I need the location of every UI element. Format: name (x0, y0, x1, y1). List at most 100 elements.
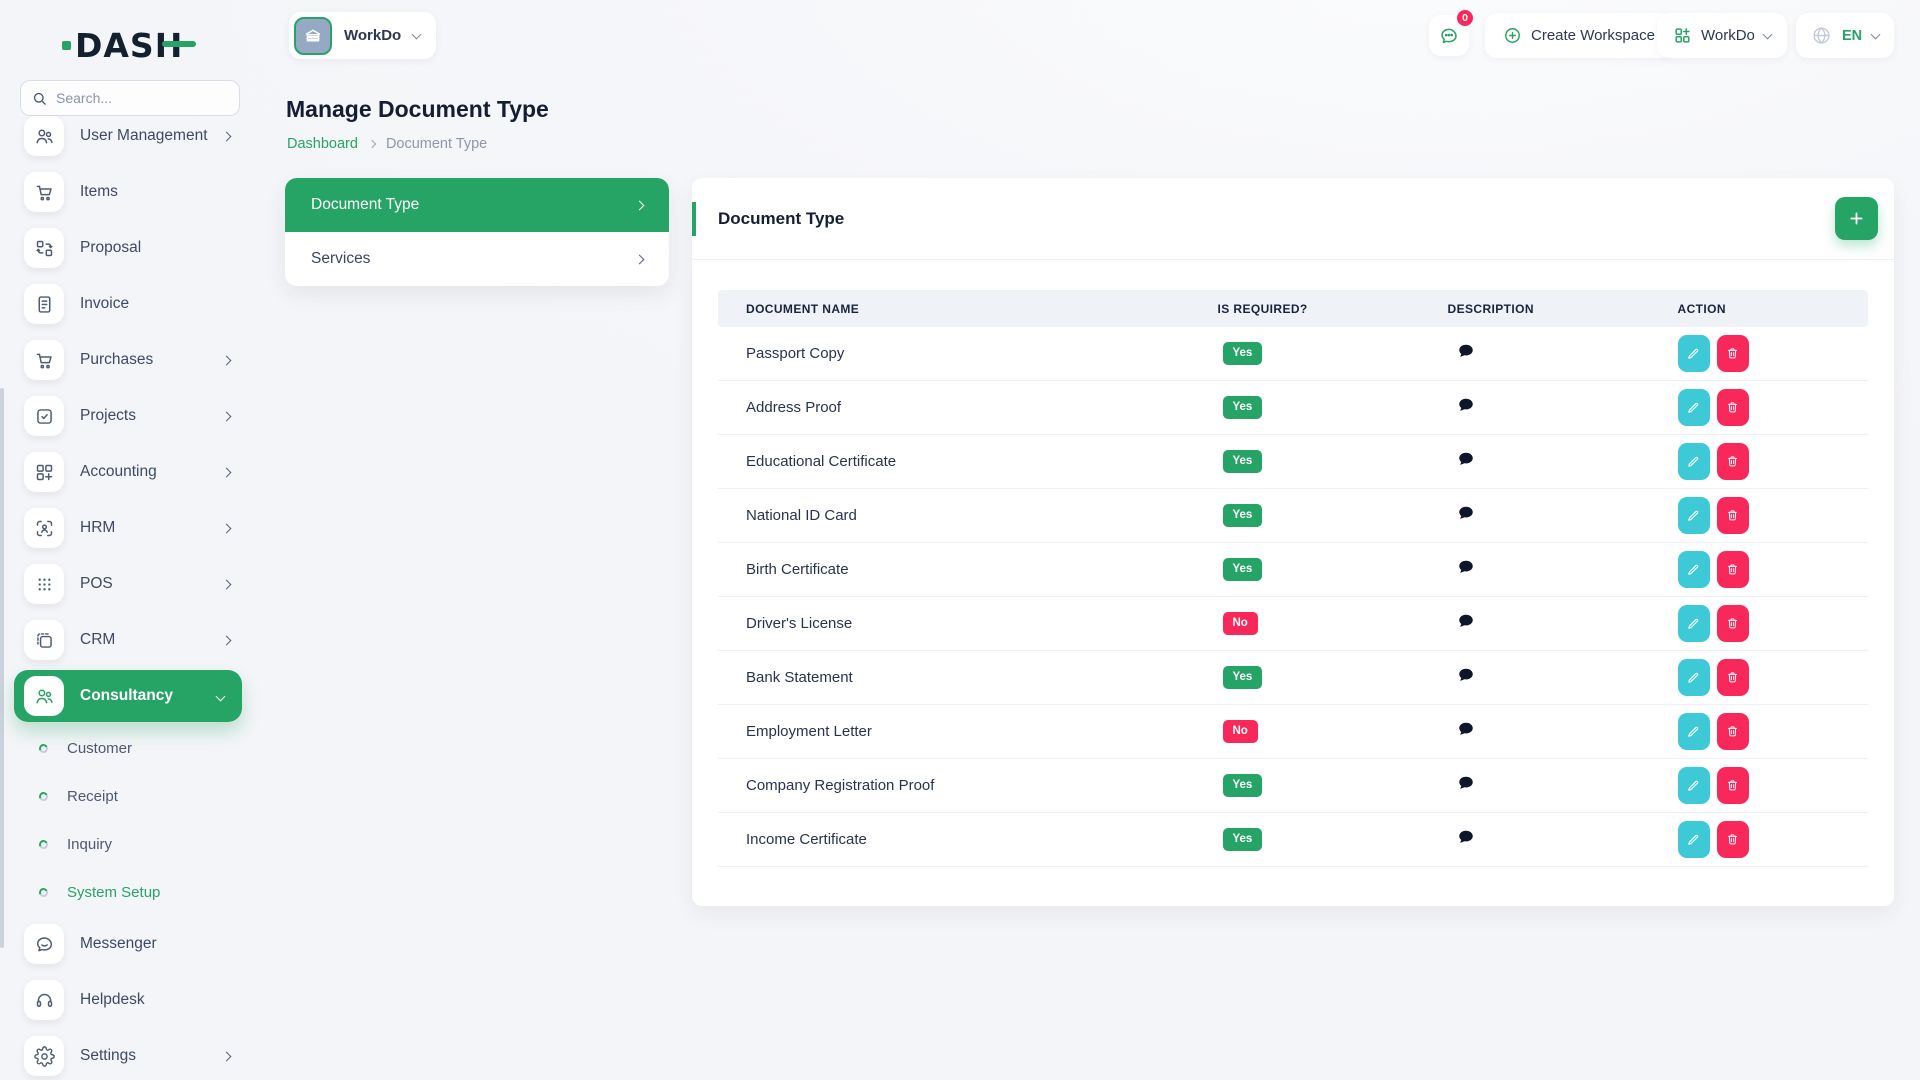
logo-text: DASH (75, 26, 197, 65)
description-comment-icon[interactable] (1457, 774, 1475, 792)
sidebar-subitem-label: Customer (67, 739, 133, 757)
sidebar-item-label: CRM (80, 631, 116, 648)
sidebar-item-accounting[interactable]: Accounting (0, 444, 256, 500)
sidebar-item-label: Purchases (80, 351, 154, 368)
table-row: National ID Card Yes (718, 489, 1868, 543)
sidebar-item-settings[interactable]: Settings (0, 1028, 256, 1080)
description-comment-icon[interactable] (1457, 612, 1475, 630)
description-comment-icon[interactable] (1457, 396, 1475, 414)
sidebar-subitem-system-setup[interactable]: System Setup (0, 868, 256, 916)
language-selector[interactable]: EN (1796, 13, 1895, 58)
pencil-icon (1688, 564, 1699, 575)
sidebar-item-messenger[interactable]: Messenger (0, 916, 256, 972)
workdo-apps-button[interactable]: WorkDo (1657, 13, 1787, 58)
chevron-right-icon (221, 635, 232, 645)
trash-icon (1727, 618, 1738, 629)
delete-button[interactable] (1716, 713, 1749, 750)
sidebar-item-invoice[interactable]: Invoice (0, 276, 256, 332)
table-row: Bank Statement Yes (718, 651, 1868, 705)
search-input[interactable] (56, 90, 229, 106)
messages-button[interactable]: 0 (1429, 8, 1475, 56)
sidebar-item-helpdesk[interactable]: Helpdesk (0, 972, 256, 1028)
required-badge: Yes (1222, 774, 1263, 797)
edit-button[interactable] (1677, 767, 1710, 804)
edit-button[interactable] (1677, 713, 1710, 750)
delete-button[interactable] (1716, 821, 1749, 858)
sidebar-item-consultancy[interactable]: Consultancy (14, 670, 242, 722)
subnav-item-document-type[interactable]: Document Type (285, 178, 669, 232)
edit-button[interactable] (1677, 659, 1710, 696)
sidebar-item-label: Consultancy (80, 687, 174, 704)
sidebar-item-label: Proposal (80, 239, 142, 256)
overlap-squares-icon (24, 620, 64, 660)
chevron-right-icon (221, 467, 232, 477)
edit-button[interactable] (1677, 605, 1710, 642)
sidebar-item-proposal[interactable]: Proposal (0, 220, 256, 276)
sidebar-item-purchases[interactable]: Purchases (0, 332, 256, 388)
delete-button[interactable] (1716, 551, 1749, 588)
delete-button[interactable] (1716, 605, 1749, 642)
description-comment-icon[interactable] (1457, 828, 1475, 846)
subnav-item-services[interactable]: Services (285, 232, 669, 286)
edit-button[interactable] (1677, 389, 1710, 426)
required-badge: No (1222, 612, 1258, 635)
delete-button[interactable] (1716, 497, 1749, 534)
edit-button[interactable] (1677, 821, 1710, 858)
document-name: Educational Certificate (746, 452, 897, 470)
delete-button[interactable] (1716, 767, 1749, 804)
delete-button[interactable] (1716, 659, 1749, 696)
pencil-icon (1688, 348, 1699, 359)
workspace-selector[interactable]: WorkDo (289, 12, 437, 59)
create-workspace-label: Create Workspace (1531, 27, 1655, 44)
chevron-right-icon (221, 1051, 232, 1061)
table-header: DOCUMENT NAME IS REQUIRED? DESCRIPTION A… (718, 290, 1868, 327)
document-type-table: DOCUMENT NAME IS REQUIRED? DESCRIPTION A… (718, 290, 1868, 867)
description-comment-icon[interactable] (1457, 666, 1475, 684)
edit-button[interactable] (1677, 443, 1710, 480)
sidebar-subitem-inquiry[interactable]: Inquiry (0, 820, 256, 868)
sidebar-item-label: User Management (80, 127, 208, 144)
create-workspace-button[interactable]: Create Workspace (1485, 13, 1673, 58)
required-badge: Yes (1222, 504, 1263, 527)
sidebar-search[interactable] (20, 80, 240, 116)
sidebar-subitem-label: System Setup (67, 883, 161, 901)
required-badge: Yes (1222, 558, 1263, 581)
document-name: Birth Certificate (746, 560, 849, 578)
language-code: EN (1842, 27, 1863, 44)
sidebar-item-projects[interactable]: Projects (0, 388, 256, 444)
sidebar-item-items[interactable]: Items (0, 164, 256, 220)
description-comment-icon[interactable] (1457, 558, 1475, 576)
description-comment-icon[interactable] (1457, 504, 1475, 522)
required-badge: Yes (1222, 450, 1263, 473)
edit-button[interactable] (1677, 551, 1710, 588)
trash-icon (1727, 456, 1738, 467)
delete-button[interactable] (1716, 335, 1749, 372)
delete-button[interactable] (1716, 389, 1749, 426)
sidebar-subitem-customer[interactable]: Customer (0, 724, 256, 772)
sidebar-subitem-receipt[interactable]: Receipt (0, 772, 256, 820)
chevron-right-icon (221, 579, 232, 589)
document-name: Income Certificate (746, 830, 867, 848)
table-row: Employment Letter No (718, 705, 1868, 759)
document-name: Address Proof (746, 398, 842, 416)
trash-icon (1727, 348, 1738, 359)
edit-button[interactable] (1677, 497, 1710, 534)
delete-button[interactable] (1716, 443, 1749, 480)
sidebar-item-crm[interactable]: CRM (0, 612, 256, 668)
description-comment-icon[interactable] (1457, 342, 1475, 360)
description-comment-icon[interactable] (1457, 720, 1475, 738)
trash-icon (1727, 780, 1738, 791)
add-document-type-button[interactable] (1835, 197, 1878, 240)
sidebar-scrollbar[interactable] (0, 388, 4, 948)
sidebar-item-hrm[interactable]: HRM (0, 500, 256, 556)
breadcrumb-dashboard-link[interactable]: Dashboard (287, 136, 358, 152)
sidebar-item-user-management[interactable]: User Management (0, 108, 256, 164)
column-is-required: IS REQUIRED? (1217, 301, 1308, 316)
column-document-name: DOCUMENT NAME (746, 301, 860, 316)
breadcrumb: Dashboard Document Type (287, 136, 487, 152)
edit-button[interactable] (1677, 335, 1710, 372)
description-comment-icon[interactable] (1457, 450, 1475, 468)
sidebar-item-pos[interactable]: POS (0, 556, 256, 612)
document-name: Bank Statement (746, 668, 853, 686)
column-description: DESCRIPTION (1447, 301, 1534, 316)
